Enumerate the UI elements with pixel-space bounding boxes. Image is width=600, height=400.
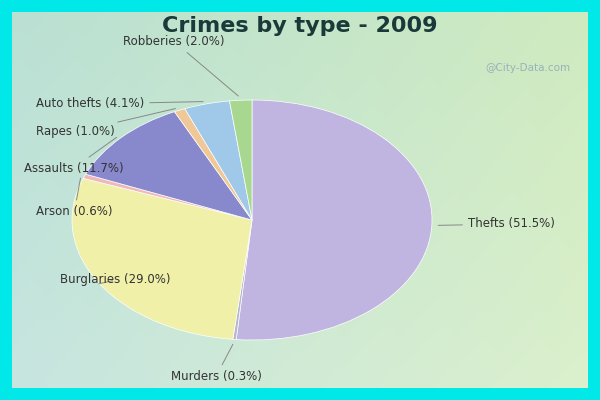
Text: Auto thefts (4.1%): Auto thefts (4.1%)	[36, 98, 203, 110]
Wedge shape	[236, 100, 432, 340]
Wedge shape	[83, 174, 252, 220]
Wedge shape	[86, 112, 252, 220]
Text: Rapes (1.0%): Rapes (1.0%)	[36, 108, 175, 138]
Text: Crimes by type - 2009: Crimes by type - 2009	[162, 16, 438, 36]
Text: Arson (0.6%): Arson (0.6%)	[36, 178, 113, 218]
Wedge shape	[229, 100, 252, 220]
Wedge shape	[175, 109, 252, 220]
Text: Robberies (2.0%): Robberies (2.0%)	[123, 35, 238, 96]
Wedge shape	[72, 178, 252, 339]
Text: Assaults (11.7%): Assaults (11.7%)	[24, 138, 124, 174]
Text: Burglaries (29.0%): Burglaries (29.0%)	[60, 274, 170, 286]
Text: Murders (0.3%): Murders (0.3%)	[170, 344, 262, 383]
Wedge shape	[233, 220, 252, 340]
Text: Thefts (51.5%): Thefts (51.5%)	[438, 218, 555, 230]
Text: @City-Data.com: @City-Data.com	[485, 63, 570, 73]
Wedge shape	[185, 101, 252, 220]
